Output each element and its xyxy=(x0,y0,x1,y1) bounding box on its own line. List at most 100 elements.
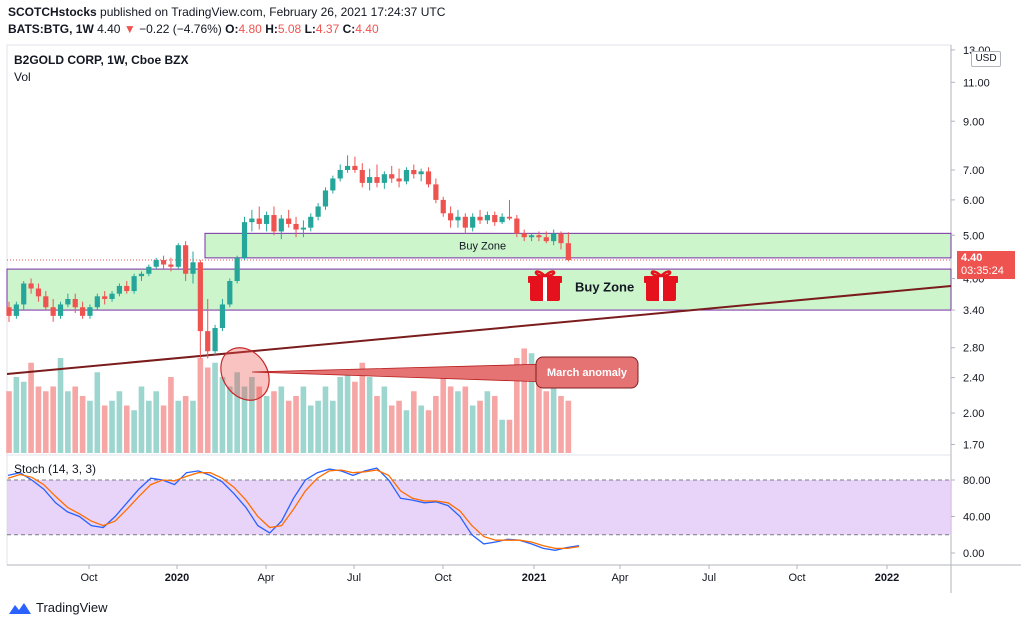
time-tick-label: Jul xyxy=(702,572,716,584)
volume-bar xyxy=(388,405,395,453)
volume-bar xyxy=(204,367,211,453)
candle-body xyxy=(124,285,130,292)
high-value: 5.08 xyxy=(277,22,302,36)
volume-bar xyxy=(425,410,432,453)
gift-icon xyxy=(528,270,562,301)
candle-body xyxy=(315,206,321,217)
volume-bar xyxy=(484,391,491,453)
volume-bar xyxy=(197,358,204,453)
volume-bar xyxy=(506,419,513,453)
high-label: H: xyxy=(265,22,278,36)
price-tick-label: 6.00 xyxy=(963,195,984,207)
candle-body xyxy=(558,233,564,244)
volume-bar xyxy=(13,377,20,453)
candle-body xyxy=(183,245,189,274)
volume-bar xyxy=(219,377,226,453)
volume-bar xyxy=(499,419,505,453)
volume-bar xyxy=(256,386,263,453)
volume-bar xyxy=(212,362,218,453)
price-tick-label: 3.40 xyxy=(963,305,984,317)
candle-body xyxy=(359,170,365,183)
candle-body xyxy=(271,215,277,232)
time-tick-label: Jul xyxy=(347,572,361,584)
candle-body xyxy=(241,222,248,258)
candle-body xyxy=(433,184,439,200)
stoch-d-line xyxy=(7,469,580,550)
time-tick-label: Oct xyxy=(434,572,451,584)
volume-bar xyxy=(285,400,292,453)
volume-bar xyxy=(300,386,307,453)
time-tick-label: Apr xyxy=(257,572,274,584)
price-tick-label: 11.00 xyxy=(963,77,990,89)
volume-bar xyxy=(234,372,240,453)
volume-bar xyxy=(521,348,527,453)
candle-body xyxy=(536,235,542,238)
time-tick-label: 2020 xyxy=(165,572,189,584)
time-tick-label: Oct xyxy=(80,572,97,584)
volume-bar xyxy=(263,396,270,453)
stoch-tick-label: 80.00 xyxy=(963,475,991,487)
candle-body xyxy=(418,171,424,175)
volume-bar xyxy=(359,362,366,453)
candle-body xyxy=(43,296,49,308)
candle-body xyxy=(330,178,336,191)
candle-body xyxy=(131,276,137,292)
volume-bar xyxy=(153,391,159,453)
volume-bar xyxy=(160,405,167,453)
volume-bar xyxy=(477,400,483,453)
volume-bar xyxy=(455,391,461,453)
volume-bar xyxy=(146,400,152,453)
candle-body xyxy=(565,243,571,261)
candle-body xyxy=(521,233,527,238)
pane-title: B2GOLD CORP, 1W, Cboe BZX xyxy=(14,53,189,67)
candle-body xyxy=(322,190,329,207)
candle-body xyxy=(470,216,476,228)
currency-button[interactable]: USD xyxy=(971,51,1001,67)
volume-bar xyxy=(65,391,71,453)
footer-brand-name: TradingView xyxy=(36,600,108,615)
candle-body xyxy=(80,307,86,316)
candle-body xyxy=(256,218,262,224)
publish-header: SCOTCHstocks published on TradingView.co… xyxy=(8,5,445,19)
volume-bar xyxy=(79,396,86,453)
candle-body xyxy=(300,227,306,230)
volume-bar xyxy=(227,386,233,453)
footer-brand[interactable]: TradingView xyxy=(8,600,108,615)
volume-bar xyxy=(138,386,145,453)
candle-body xyxy=(50,307,56,316)
volume-bar xyxy=(469,405,476,453)
candle-body xyxy=(72,298,78,308)
price-tick-label: 7.00 xyxy=(963,165,984,177)
candle-body xyxy=(102,296,108,299)
callout-label: March anomaly xyxy=(547,367,628,379)
volume-bar xyxy=(514,358,520,453)
candle-body xyxy=(65,298,71,305)
last-price: 4.40 xyxy=(961,252,983,264)
volume-bar xyxy=(109,400,115,453)
candle-body xyxy=(499,216,505,223)
close-value: 4.40 xyxy=(355,22,379,36)
volume-bar xyxy=(462,386,469,453)
candle-body xyxy=(94,296,100,308)
volume-bar xyxy=(558,396,564,453)
open-value: 4.80 xyxy=(238,22,262,36)
last-price-tag: 4.40 03:35:24 xyxy=(957,251,1015,279)
volume-bar xyxy=(352,381,358,453)
price-tick-label: 2.00 xyxy=(963,408,984,420)
candle-body xyxy=(337,170,343,179)
volume-bar xyxy=(20,381,27,453)
candle-body xyxy=(492,215,498,223)
close-label: C: xyxy=(342,22,356,36)
volume-bar xyxy=(543,391,550,453)
candle-body xyxy=(440,199,446,214)
candle-body xyxy=(448,213,454,221)
candle-body xyxy=(477,216,483,221)
buy-zone-2 xyxy=(6,268,952,311)
candle-body xyxy=(227,280,233,305)
volume-bar xyxy=(322,386,329,453)
candle-body xyxy=(462,216,468,228)
volume-bar xyxy=(307,405,314,453)
time-tick-label: Apr xyxy=(611,572,628,584)
candle-body xyxy=(514,218,520,234)
